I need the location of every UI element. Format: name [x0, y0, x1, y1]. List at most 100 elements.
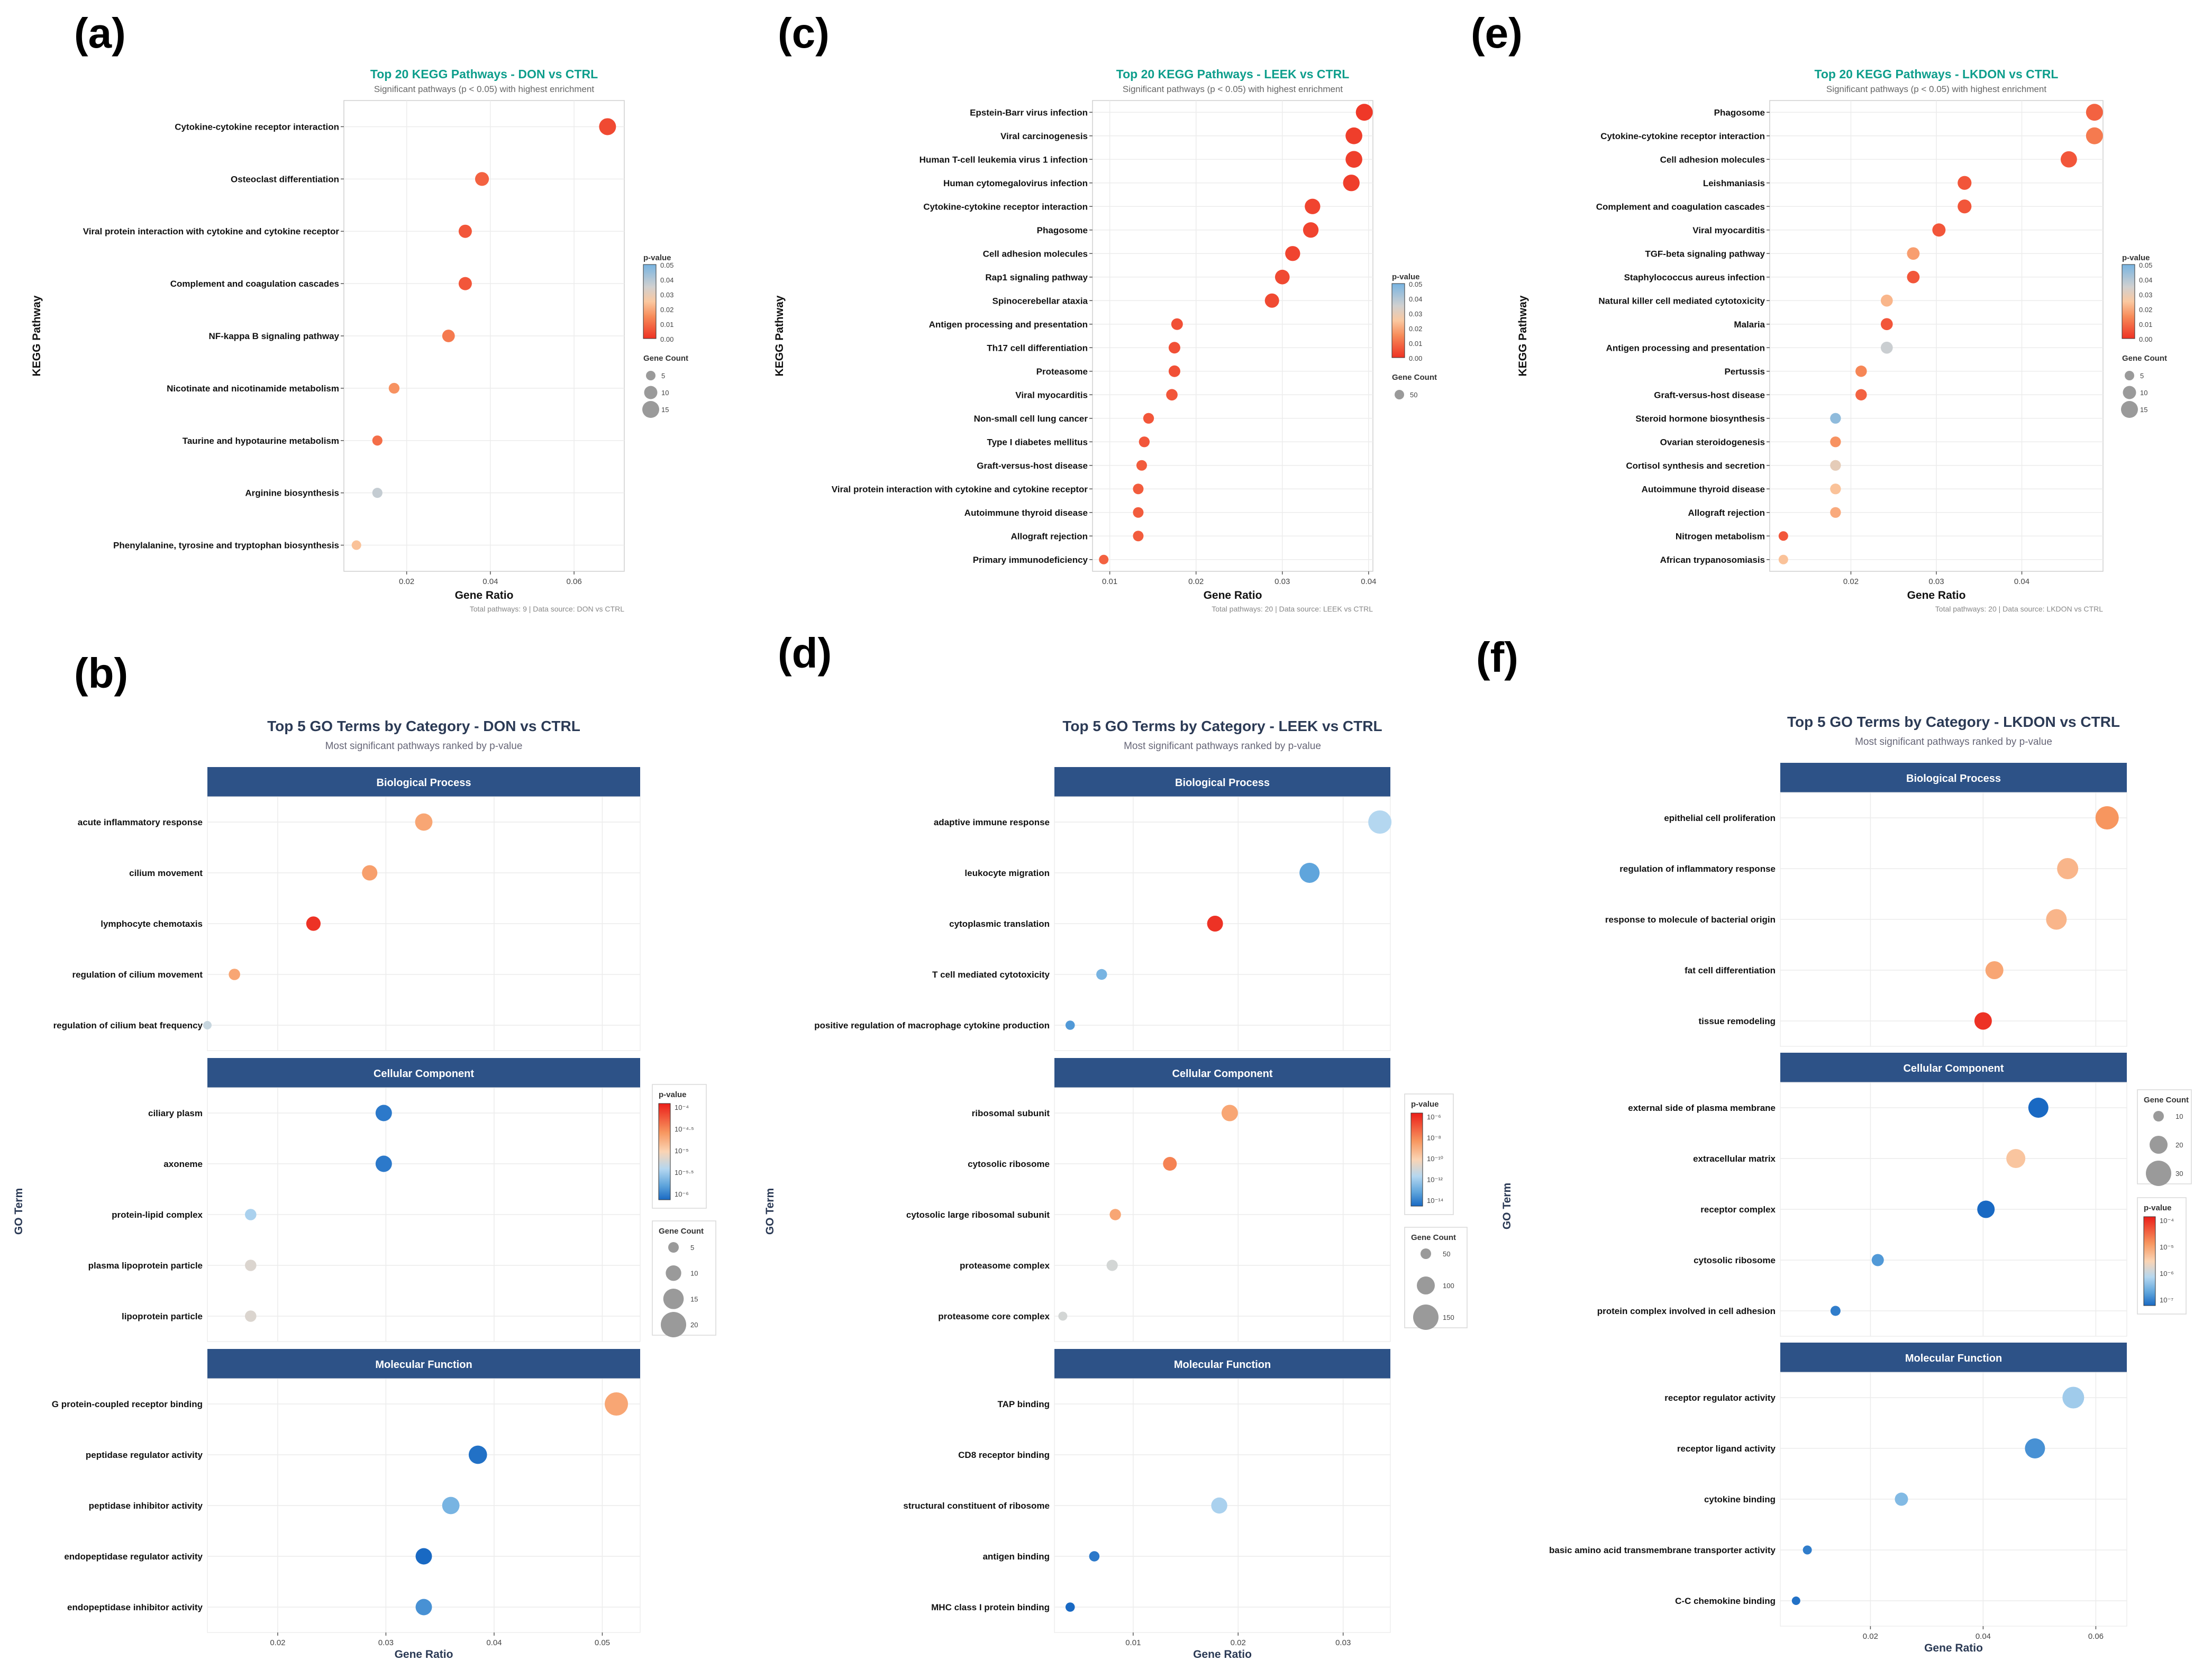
data-point: [388, 382, 400, 394]
go-term-label: receptor complex: [1700, 1205, 1776, 1215]
x-tick-label: 0.02: [1843, 577, 1859, 586]
facet-title: Biological Process: [1175, 777, 1270, 789]
go-term-label: external side of plasma membrane: [1628, 1103, 1776, 1113]
data-point: [1830, 460, 1841, 471]
x-tick-label: 0.02: [1231, 1638, 1246, 1647]
data-point: [1974, 1012, 1992, 1030]
go-term-label: CD8 receptor binding: [958, 1450, 1050, 1460]
legend-size-tick: 5: [2140, 372, 2144, 380]
kegg-chart-e: Top 20 KEGG Pathways - LKDON vs CTRL Sign…: [1517, 67, 2167, 613]
legend-color-tick: 10⁻⁵·⁵: [675, 1169, 694, 1176]
data-point: [415, 1599, 432, 1616]
legend-size-tick: 15: [661, 406, 669, 414]
pathway-label: Phenylalanine, tyrosine and tryptophan b…: [113, 541, 339, 551]
facet-header: [207, 1058, 640, 1088]
panel-label-c: (c): [778, 10, 830, 57]
legend-size-circle: [2121, 401, 2138, 418]
legend-color-tick: 0.05: [1409, 280, 1422, 288]
legend-size-circle: [642, 401, 659, 418]
data-point: [1907, 247, 1920, 260]
x-tick-label: 0.04: [1976, 1632, 1991, 1641]
colorbar: [2143, 1216, 2156, 1306]
data-point: [1065, 1020, 1075, 1030]
legend-pvalue: p-value 10⁻⁴ 10⁻⁴·⁵ 10⁻⁵ 10⁻⁵·⁵ 10⁻⁶: [652, 1084, 707, 1209]
go-term-label: ciliary plasm: [148, 1108, 203, 1118]
legend-color-tick: 0.01: [660, 321, 673, 329]
pathway-label: Human cytomegalovirus infection: [943, 178, 1088, 188]
x-axis-title: Gene Ratio: [1907, 589, 1966, 601]
y-axis-title: GO Term: [13, 1188, 25, 1235]
pathway-label: Viral myocarditis: [1015, 390, 1088, 400]
pathway-label: Allograft rejection: [1688, 508, 1765, 518]
data-point: [415, 1548, 432, 1565]
data-point: [1830, 507, 1841, 518]
go-term-label: epithelial cell proliferation: [1664, 813, 1776, 823]
data-point: [372, 435, 383, 446]
go-term-label: cilium movement: [129, 868, 203, 878]
go-term-label: extracellular matrix: [1693, 1154, 1776, 1164]
data-point: [2025, 1438, 2045, 1458]
chart-title: Top 20 KEGG Pathways - DON vs CTRL: [370, 67, 598, 81]
chart-footer: Total pathways: 20 | Data source: LKDON …: [1935, 605, 2103, 613]
legend-color-tick: 10⁻⁶: [1427, 1113, 1441, 1121]
legend-color-tick: 10⁻¹⁰: [1427, 1155, 1443, 1163]
go-term-label: cytoplasmic translation: [949, 919, 1050, 929]
x-tick-label: 0.03: [1275, 577, 1290, 586]
colorbar: [2122, 264, 2135, 339]
data-point: [1303, 222, 1319, 238]
go-term-label: protein complex involved in cell adhesio…: [1597, 1306, 1776, 1316]
pathway-label: Viral carcinogenesis: [1000, 131, 1088, 141]
legend-color-tick: 0.02: [1409, 325, 1422, 333]
facet-title: Cellular Component: [1903, 1063, 2004, 1074]
data-point: [306, 916, 321, 931]
legend-size-tick: 50: [1410, 391, 1417, 399]
data-point: [1139, 436, 1150, 448]
legend-color-tick: 0.03: [1409, 310, 1422, 318]
go-term-label: cytosolic ribosome: [1694, 1255, 1776, 1265]
legend-color-tick: 0.01: [2139, 321, 2152, 329]
legend-pvalue: p-value 10⁻⁶ 10⁻⁸ 10⁻¹⁰ 10⁻¹² 10⁻¹⁴: [1404, 1093, 1454, 1215]
data-point: [468, 1445, 487, 1464]
x-axis-title: Gene Ratio: [455, 589, 514, 601]
go-term-label: C-C chemokine binding: [1675, 1596, 1776, 1606]
data-point: [442, 1497, 460, 1515]
chart-title: Top 5 GO Terms by Category - LKDON vs CT…: [1787, 714, 2120, 730]
panel-label-d: (d): [778, 630, 832, 677]
legend-size-tick: 20: [690, 1321, 698, 1329]
legend-color-title: p-value: [2122, 253, 2150, 262]
data-point: [2095, 806, 2119, 829]
pathway-label: Phagosome: [1037, 225, 1088, 235]
data-point: [1133, 531, 1144, 542]
go-term-label: peptidase regulator activity: [86, 1450, 203, 1460]
legend-size-tick: 10: [690, 1270, 698, 1278]
colorbar: [643, 264, 657, 339]
facet-header: [1780, 763, 2127, 792]
legend-gene-count: Gene Count 10 20 30: [2137, 1089, 2192, 1186]
legend-size-circle: [2150, 1136, 2168, 1154]
legend-size-title: Gene Count: [2122, 354, 2167, 363]
data-point: [1065, 1602, 1075, 1612]
pathway-label: Type I diabetes mellitus: [987, 437, 1088, 447]
pathway-label: Cytokine-cytokine receptor interaction: [175, 122, 339, 132]
data-point: [1958, 199, 1972, 214]
go-chart-b: Top 5 GO Terms by Category - DON vs CTRL…: [13, 718, 716, 1660]
legend-color-tick: 10⁻⁵: [2160, 1243, 2174, 1251]
legend-color-title: p-value: [1411, 1100, 1439, 1109]
legend-color-tick: 0.00: [1409, 354, 1422, 362]
go-term-label: cytosolic ribosome: [968, 1159, 1050, 1169]
data-point: [1932, 223, 1946, 237]
data-point: [1907, 270, 1920, 284]
y-axis-title: GO Term: [764, 1188, 776, 1235]
data-point: [1089, 1551, 1100, 1562]
data-point: [1096, 969, 1107, 980]
pathway-label: Steroid hormone biosynthesis: [1635, 414, 1765, 424]
facet-title: Molecular Function: [375, 1359, 472, 1371]
pathway-label: Malaria: [1734, 320, 1765, 330]
facet-header: [1780, 1343, 2127, 1372]
pathway-label: Primary immunodeficiency: [973, 555, 1088, 565]
data-point: [1855, 389, 1867, 400]
go-term-label: regulation of inflammatory response: [1619, 864, 1776, 874]
go-term-label: antigen binding: [982, 1552, 1050, 1562]
data-point: [245, 1260, 257, 1271]
legend-size-title: Gene Count: [2144, 1096, 2189, 1105]
